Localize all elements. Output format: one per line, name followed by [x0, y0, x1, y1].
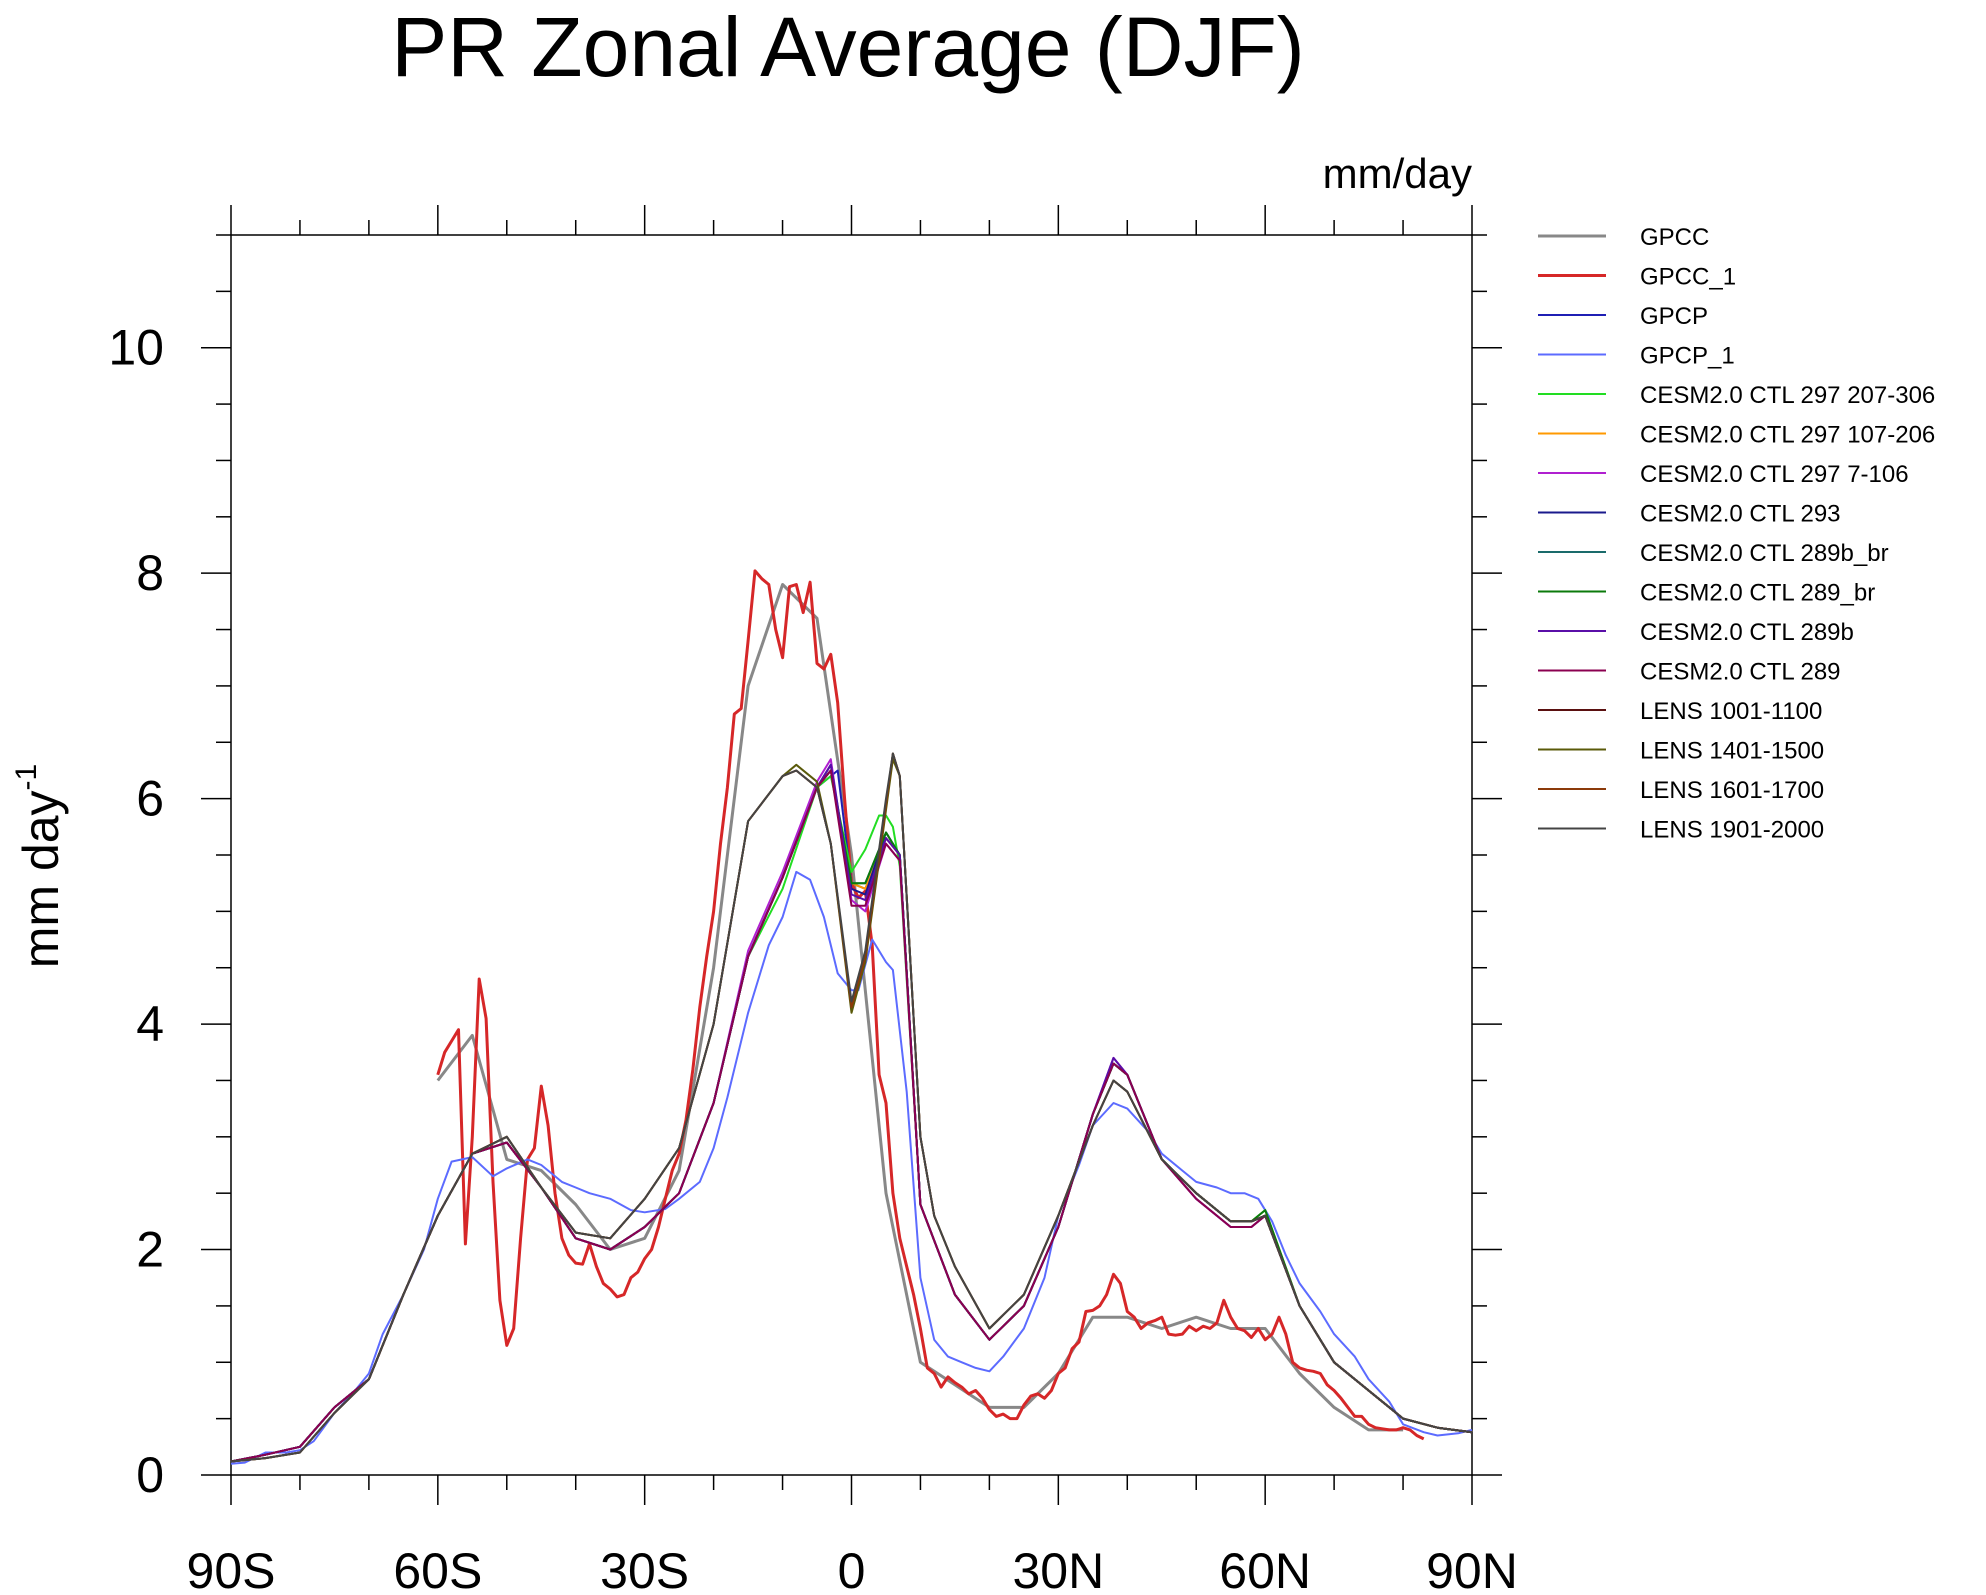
y-axis-title-superscript: -1: [10, 764, 43, 791]
y-tick-label: 6: [136, 771, 164, 827]
y-tick-label: 0: [136, 1447, 164, 1503]
legend-label: CESM2.0 CTL 297 207-306: [1640, 382, 1935, 409]
x-tick-label: 30S: [600, 1543, 689, 1595]
x-tick-label: 0: [838, 1543, 866, 1595]
x-tick-labels: 90S 60S 30S 0 30N 60N 90N: [187, 1543, 1518, 1595]
legend-label: LENS 1401-1500: [1640, 738, 1824, 765]
y-tick-label: 2: [136, 1222, 164, 1278]
series-line: [230, 870, 1473, 1465]
x-tick-label: 60N: [1219, 1543, 1311, 1595]
legend: GPCC GPCC_1 GPCP GPCP_1 CESM2.0 CTL 297 207-…: [1538, 224, 1935, 844]
y-tick-label: 10: [108, 320, 164, 376]
x-tick-label: 30N: [1012, 1543, 1104, 1595]
legend-label: CESM2.0 CTL 289: [1640, 659, 1841, 686]
legend-label: CESM2.0 CTL 297 7-106: [1640, 461, 1909, 488]
plot-lines: [230, 569, 1473, 1465]
legend-label: LENS 1601-1700: [1640, 777, 1824, 804]
axis-ticks: [201, 205, 1502, 1505]
series-line: [436, 569, 1425, 1441]
y-axis-title-text: mm day: [13, 790, 69, 968]
legend-label: CESM2.0 CTL 293: [1640, 501, 1841, 528]
units-label: mm/day: [1323, 150, 1472, 197]
y-tick-label: 4: [136, 996, 164, 1052]
x-tick-label: 90S: [187, 1543, 276, 1595]
series-line: [230, 752, 1473, 1463]
series-line: [436, 583, 1404, 1432]
legend-label: GPCC_1: [1640, 264, 1736, 291]
legend-label: GPCP: [1640, 303, 1708, 330]
legend-label: LENS 1001-1100: [1640, 698, 1822, 725]
x-tick-label: 90N: [1426, 1543, 1518, 1595]
x-tick-label: 60S: [393, 1543, 482, 1595]
legend-label: CESM2.0 CTL 289b: [1640, 619, 1854, 646]
y-axis-title: mm day-1: [10, 764, 69, 969]
legend-label: CESM2.0 CTL 289_br: [1640, 580, 1875, 607]
legend-label: GPCC: [1640, 224, 1709, 251]
legend-label: CESM2.0 CTL 297 107-206: [1640, 422, 1935, 449]
y-tick-labels: 0 2 4 6 8 10: [108, 320, 164, 1503]
legend-label: LENS 1901-2000: [1640, 817, 1824, 844]
svg-text:mm day-1: mm day-1: [10, 764, 69, 969]
y-tick-label: 8: [136, 545, 164, 601]
chart-title: PR Zonal Average (DJF): [391, 0, 1304, 94]
legend-label: CESM2.0 CTL 289b_br: [1640, 540, 1889, 567]
legend-label: GPCP_1: [1640, 343, 1735, 370]
